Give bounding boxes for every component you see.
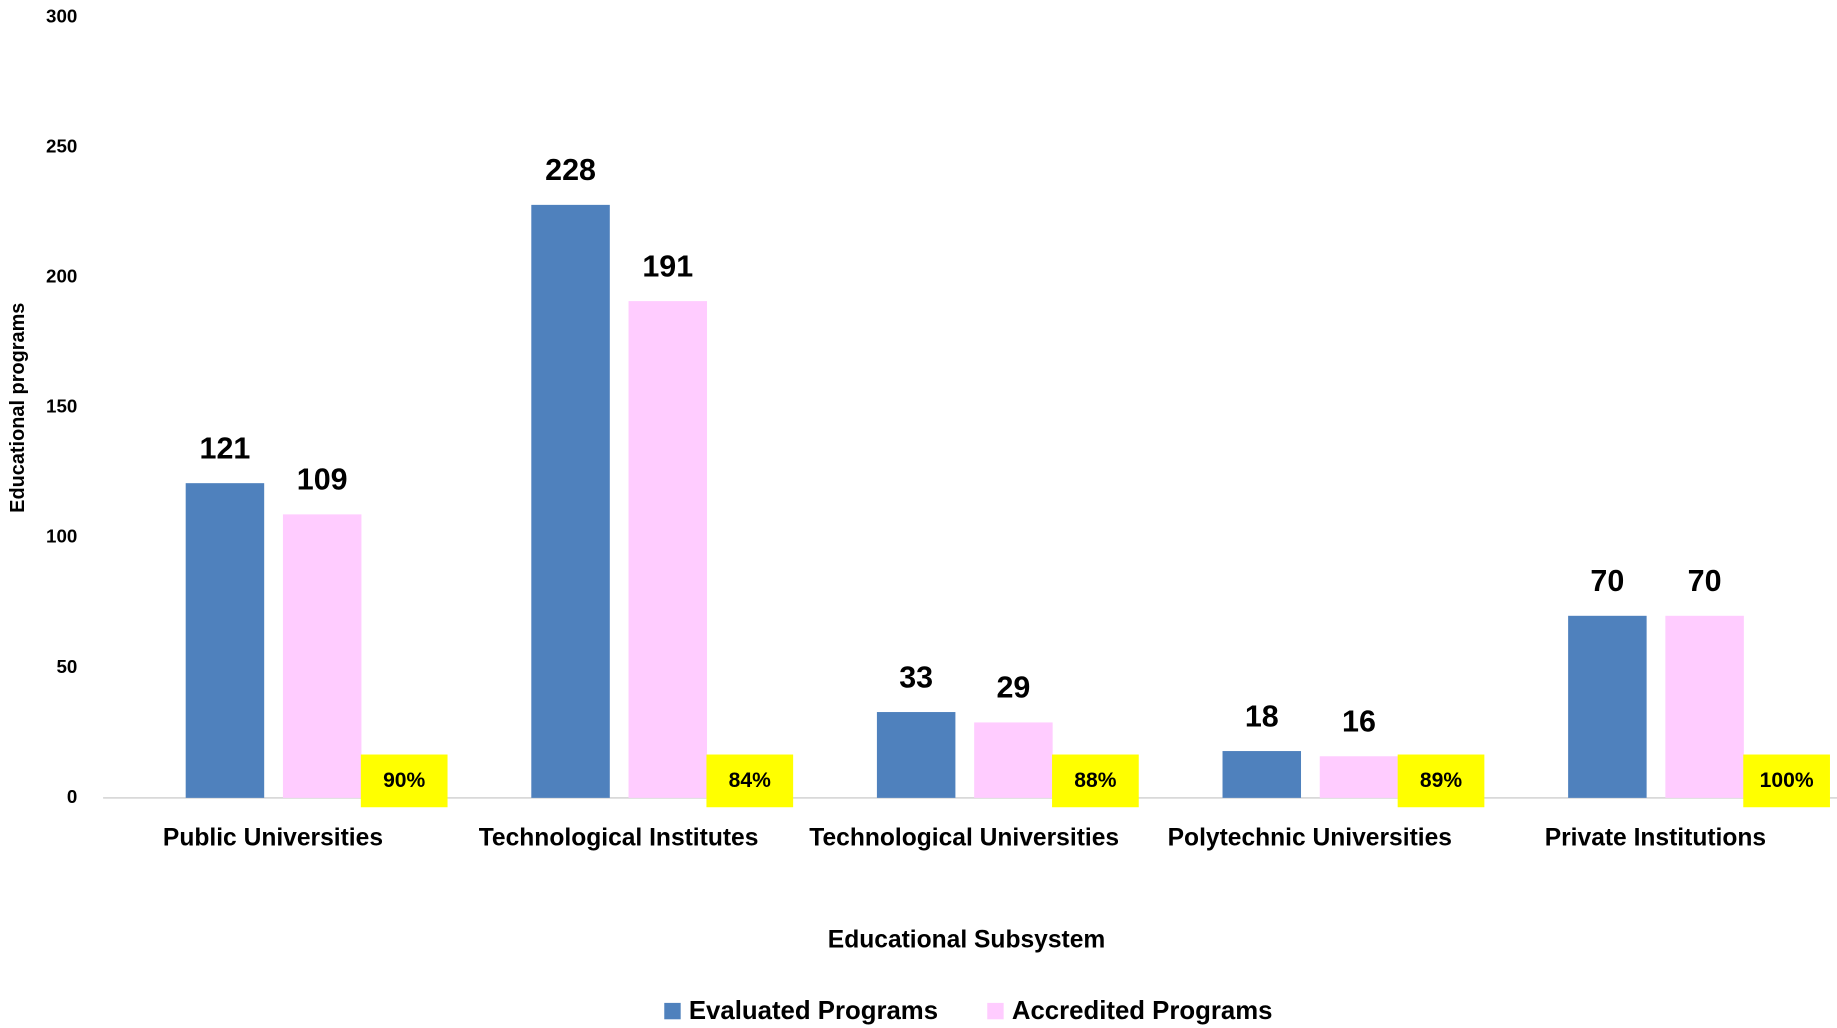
y-tick-label: 100 — [46, 526, 77, 547]
bar — [1568, 615, 1647, 798]
data-label: 29 — [996, 671, 1030, 705]
bar — [1319, 756, 1399, 798]
bar — [185, 483, 265, 798]
bar — [628, 301, 708, 798]
annotation: 88% — [1074, 769, 1116, 792]
legend-swatch — [664, 1002, 681, 1020]
data-label: 191 — [642, 249, 693, 283]
x-axis-title: Educational Subsystem — [828, 926, 1105, 953]
x-tick-label: Private Institutions — [1545, 824, 1766, 851]
annotation: 84% — [729, 769, 771, 792]
x-tick-label: Polytechnic Universities — [1168, 824, 1452, 851]
data-label: 70 — [1590, 564, 1624, 598]
annotation: 89% — [1420, 769, 1462, 792]
bar — [876, 712, 956, 798]
annotation-box — [1743, 754, 1830, 808]
y-tick-label: 150 — [46, 396, 77, 417]
y-tick-label: 300 — [46, 6, 77, 27]
legend-swatch — [987, 1002, 1004, 1020]
annotation-box — [360, 754, 448, 808]
x-tick-label: Public Universities — [163, 824, 383, 851]
annotation-box — [1397, 754, 1485, 808]
annotation: 100% — [1760, 769, 1814, 792]
data-label: 228 — [545, 153, 596, 187]
data-label: 70 — [1688, 564, 1722, 598]
x-tick-label: Technological Universities — [809, 824, 1119, 851]
data-label: 121 — [200, 431, 251, 465]
bar — [282, 514, 362, 798]
annotation-box — [1052, 754, 1139, 808]
y-tick-label: 200 — [46, 266, 77, 287]
data-label: 109 — [297, 463, 348, 497]
data-label: 33 — [899, 660, 933, 694]
annotation: 90% — [383, 769, 425, 792]
annotation-box — [706, 754, 794, 808]
y-tick-label: 50 — [56, 656, 77, 677]
x-tick-label: Technological Institutes — [479, 824, 759, 851]
data-label: 16 — [1342, 704, 1376, 738]
bar — [1665, 615, 1744, 798]
bar — [531, 204, 610, 798]
y-axis-title: Educational programs — [7, 303, 29, 513]
data-label: 18 — [1245, 699, 1279, 733]
legend-label: Evaluated Programs — [689, 997, 938, 1025]
y-tick-label: 250 — [46, 136, 77, 157]
bar — [1222, 751, 1302, 798]
legend-label: Accredited Programs — [1012, 997, 1273, 1025]
bar — [974, 722, 1053, 798]
y-tick-label: 0 — [67, 786, 77, 807]
